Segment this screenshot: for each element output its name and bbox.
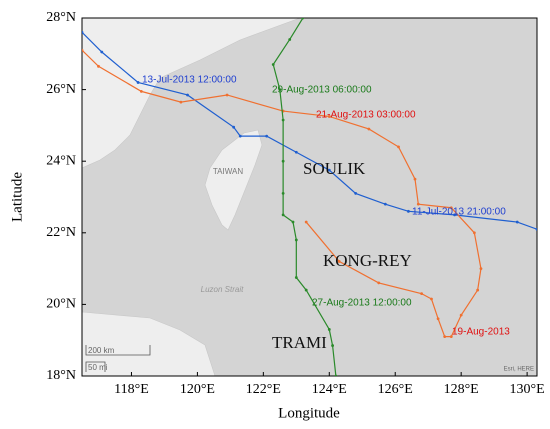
track-point [377, 281, 381, 285]
track-point [186, 93, 189, 97]
track-point [397, 145, 400, 149]
track-point [304, 288, 308, 292]
track-point [281, 118, 285, 122]
track-point [288, 38, 292, 41]
y-tick-label: 26°N [46, 82, 76, 97]
track-name: KONG-REY [323, 251, 412, 270]
track-point [479, 267, 483, 270]
x-tick-label: 128°E [444, 382, 479, 397]
map-label: Luzon Strait [201, 285, 244, 294]
track-line [82, 49, 482, 338]
annotation: 13-Jul-2013 12:00:00 [142, 75, 237, 86]
plot-frame [81, 17, 538, 377]
track-name: TRAMI [272, 333, 327, 352]
annotation: 29-Aug-2013 06:00:00 [272, 85, 372, 96]
y-tick-label: 22°N [46, 225, 76, 240]
x-tick-label: 124°E [312, 382, 347, 397]
y-tick-label: 18°N [46, 368, 76, 383]
track-point [334, 374, 338, 376]
scale-bar [85, 361, 106, 372]
track-point [100, 50, 104, 54]
x-axis-label: Longitude [278, 405, 340, 421]
track-point [449, 335, 453, 339]
y-tick-label: 20°N [46, 297, 76, 312]
annotation: 21-Aug-2013 03:00:00 [316, 110, 416, 121]
track-point [265, 134, 269, 138]
track-point [294, 276, 298, 279]
attribution: Esri, HERE [504, 367, 534, 373]
x-tick-label: 120°E [180, 382, 215, 397]
track-point [327, 115, 331, 118]
track-point [232, 125, 236, 129]
track-point [416, 202, 420, 206]
track-point [472, 231, 476, 235]
track-point [476, 288, 480, 292]
x-tick-label: 126°E [378, 382, 413, 397]
track-point [82, 30, 84, 34]
tracks [82, 18, 537, 376]
track-point [430, 297, 433, 301]
x-tick-label: 122°E [246, 382, 281, 397]
track-point [294, 150, 298, 154]
track-point [453, 213, 456, 217]
scale-bar [85, 345, 151, 356]
track-point [271, 63, 275, 66]
track-point [179, 100, 183, 104]
annotation: 19-Aug-2013 [452, 327, 510, 338]
track-point [304, 220, 308, 224]
track-point [139, 89, 143, 93]
track-point [413, 177, 417, 181]
track-point [281, 159, 285, 163]
track-point [281, 192, 285, 195]
track-point [327, 328, 331, 331]
mainland [82, 18, 301, 169]
track-point [301, 18, 305, 20]
track-point [225, 93, 229, 97]
track-point [443, 335, 447, 339]
track-point [354, 192, 358, 195]
annotation: 27-Aug-2013 12:00:00 [312, 298, 412, 309]
track-point [291, 220, 295, 224]
luzon [82, 311, 216, 376]
y-tick-label: 28°N [46, 10, 76, 25]
annotation: 11-Jul-2013 21:00:00 [412, 207, 506, 218]
map-label: TAIWAN [213, 167, 243, 176]
track-point [436, 317, 440, 321]
x-tick-label: 130°E [510, 382, 545, 397]
track-point [420, 292, 424, 296]
track-point [294, 238, 298, 242]
track-point [535, 227, 537, 231]
track-point [459, 313, 463, 317]
y-axis-label: Latitude [9, 172, 25, 222]
track-point [278, 88, 282, 91]
scale-label: 50 mi [88, 363, 108, 372]
track-point [331, 344, 334, 347]
track-point [97, 64, 100, 68]
track-point [367, 127, 371, 131]
scale-label: 200 km [88, 346, 115, 355]
track-point [281, 213, 285, 217]
track-point [238, 134, 242, 138]
track-name: SOULIK [303, 159, 366, 178]
x-tick-label: 118°E [114, 382, 149, 397]
track-point [449, 206, 453, 210]
track-point [407, 209, 410, 213]
track-point [82, 48, 84, 52]
y-tick-label: 24°N [46, 153, 76, 168]
track-point [337, 260, 341, 263]
track-point [383, 202, 387, 206]
track-point [515, 220, 519, 224]
track-point [136, 81, 140, 84]
taiwan-island [204, 129, 263, 231]
track-point [327, 168, 331, 172]
